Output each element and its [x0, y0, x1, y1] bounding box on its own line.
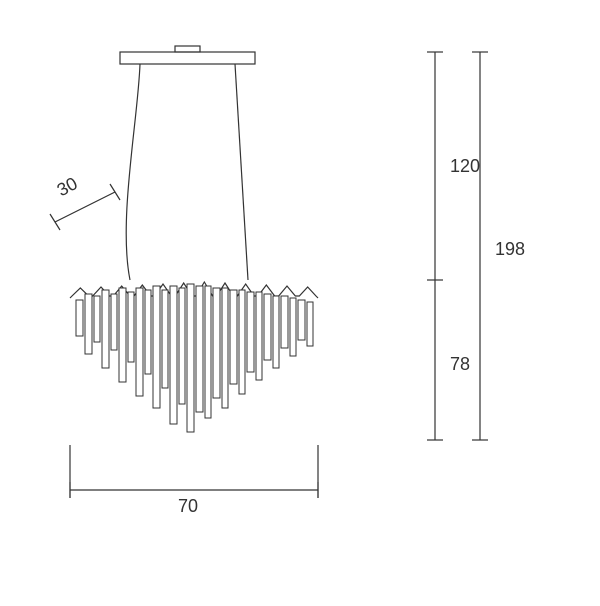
pendant-bar — [196, 286, 203, 412]
pendant-bar — [94, 296, 100, 342]
dim-width-label: 70 — [178, 496, 198, 516]
dim-depth-label: 30 — [54, 173, 81, 200]
pendant-bar — [222, 288, 228, 408]
canopy-stem — [175, 46, 200, 52]
pendant-bar — [85, 294, 92, 354]
ceiling-canopy — [120, 52, 255, 64]
dim-total-label: 198 — [495, 239, 525, 259]
pendant-bar — [273, 296, 279, 368]
pendant-bar — [298, 300, 305, 340]
pendant-bar — [256, 292, 262, 380]
pendant-bar — [239, 290, 245, 394]
pendant-bar — [247, 292, 254, 372]
dim-body-label: 78 — [450, 354, 470, 374]
pendant-bar — [170, 286, 177, 424]
pendant-bar — [179, 288, 185, 404]
pendant-bar — [162, 290, 168, 388]
pendant-bar — [307, 302, 313, 346]
pendant-bar — [281, 296, 288, 348]
pendant-bar — [230, 290, 237, 384]
pendant-bar — [128, 292, 134, 362]
suspension-cable-right — [235, 64, 248, 280]
pendant-bar — [264, 294, 271, 360]
pendant-bar — [153, 286, 160, 408]
pendant-bar — [102, 290, 109, 368]
pendant-bar — [111, 294, 117, 350]
dim-drop-label: 120 — [450, 156, 480, 176]
pendant-bar — [76, 300, 83, 336]
pendant-bar — [145, 290, 151, 374]
pendant-bar — [290, 298, 296, 356]
pendant-bar — [205, 286, 211, 418]
pendant-bar — [213, 288, 220, 398]
pendant-bar — [136, 288, 143, 396]
pendant-bar — [187, 284, 194, 432]
pendant-bar — [119, 288, 126, 382]
suspension-cable-left — [126, 64, 140, 280]
